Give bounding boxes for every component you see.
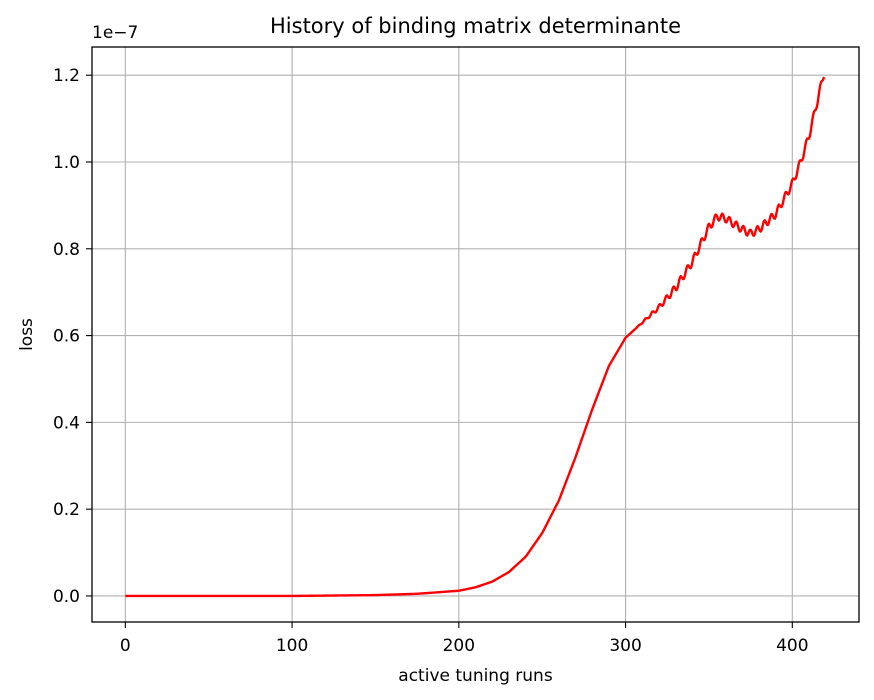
y-axis-label: loss	[17, 318, 37, 351]
y-tick-label: 0.8	[53, 240, 80, 260]
y-tick-label: 1.2	[53, 66, 80, 86]
grid	[92, 47, 859, 622]
x-axis-label: active tuning runs	[398, 666, 553, 686]
y-tick-label: 0.0	[53, 587, 80, 607]
ticks: 0 100 200 300 400 0.0 0.2 0.4 0.6 0.8 1.0 1.2	[53, 66, 809, 656]
y-tick-label: 0.2	[53, 500, 80, 520]
x-tick-label: 400	[776, 636, 808, 656]
series-layer	[124, 76, 826, 598]
series-line	[124, 76, 826, 598]
x-tick-label: 200	[443, 636, 475, 656]
x-tick-label: 300	[609, 636, 641, 656]
plot-frame	[91, 46, 860, 623]
chart-title: History of binding matrix determinante	[270, 14, 681, 38]
y-tick-label: 0.6	[53, 327, 80, 347]
y-tick-label: 1.0	[53, 153, 80, 173]
x-tick-label: 0	[120, 636, 131, 656]
x-tick-label: 100	[276, 636, 308, 656]
y-offset-label: 1e−7	[92, 23, 138, 43]
y-tick-label: 0.4	[53, 413, 80, 433]
